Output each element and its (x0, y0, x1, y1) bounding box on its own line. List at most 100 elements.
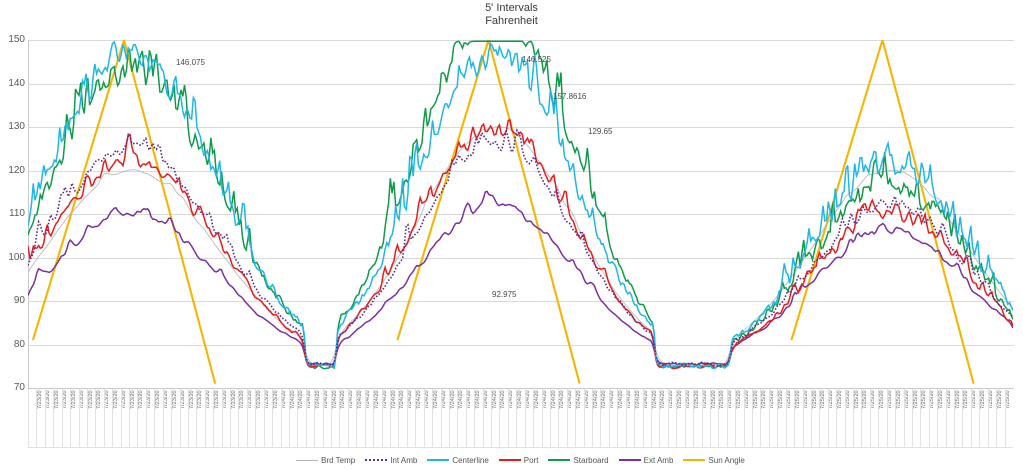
x-axis-column: 8:457/24/20 (406, 389, 422, 447)
x-axis-column: 4:547/25/20 (735, 389, 750, 447)
x-axis-column: 17:327/24/20 (549, 389, 565, 447)
x-axis-column: 13:387/23/20 (95, 389, 110, 447)
x-axis-column: 3:217/25/20 (709, 389, 725, 447)
x-axis-column: 17:157/23/20 (154, 389, 169, 447)
series-layer (28, 40, 1013, 384)
x-axis-column: 7:127/24/20 (381, 389, 397, 447)
x-axis-column: 17:187/25/20 (937, 389, 952, 447)
x-axis-column: 5:397/24/20 (356, 389, 371, 447)
x-axis-column: 18:177/23/20 (171, 389, 186, 447)
x-axis-column: 13:247/24/20 (482, 389, 498, 447)
chart-legend: Brd Temp Int Amb Centerline Port Starboard Ex… (28, 452, 1013, 468)
legend-item[interactable]: Brd Temp (296, 456, 355, 465)
x-axis-column: 20:247/25/20 (987, 389, 1003, 447)
x-axis-column: 11:377/25/20 (844, 389, 860, 447)
x-axis-column: 10:327/23/20 (44, 389, 60, 447)
x-axis-column: 16:447/23/20 (145, 389, 161, 447)
x-axis-column: 10:187/24/20 (432, 389, 447, 447)
x-axis-column: 22:117/24/20 (625, 389, 641, 447)
legend-item[interactable]: Port (498, 455, 539, 465)
x-axis-column: 2:507/25/20 (701, 389, 717, 447)
x-axis-column: 15:597/24/20 (524, 389, 540, 447)
x-axis-column: 9:307/23/20 (28, 389, 43, 447)
x-axis-column: 4:237/25/20 (726, 389, 742, 447)
x-axis-column: 11:347/23/20 (61, 389, 77, 447)
legend-label: Sun Angle (708, 455, 745, 465)
y-axis-tick: 70 (13, 382, 25, 393)
legend-swatch (548, 459, 571, 461)
x-axis-column: 15:117/23/20 (120, 389, 136, 447)
x-axis-column: 22:567/23/20 (246, 389, 262, 447)
x-axis-column: 13:557/24/20 (491, 389, 506, 447)
x-axis-column: 12:397/25/20 (861, 389, 876, 447)
x-axis-column: 12:057/23/20 (70, 389, 85, 447)
series-line (28, 190, 1013, 366)
x-axis-column: 1:317/24/20 (288, 389, 304, 447)
x-axis-column: 8:147/24/20 (398, 389, 413, 447)
data-point-label: 157.8616 (553, 92, 587, 101)
legend-item[interactable]: Ext Amb (618, 455, 674, 465)
x-axis-column: 11:067/25/20 (836, 389, 851, 447)
x-axis-column: 9:167/24/20 (415, 389, 430, 447)
x-axis-column: 19:507/23/20 (196, 389, 211, 447)
x-axis-column: 5:567/25/20 (752, 389, 767, 447)
x-axis-column: 21:547/23/20 (230, 389, 245, 447)
x-axis-column: 21:407/24/20 (617, 389, 632, 447)
x-axis-column: 4:377/24/20 (339, 389, 354, 447)
x-axis-column: 17:467/23/20 (162, 389, 178, 447)
x-axis-column: 20:077/24/20 (592, 389, 607, 447)
x-axis-column: 11:207/24/20 (448, 389, 464, 447)
legend-separator (28, 447, 1013, 448)
x-axis-column: 12:087/25/20 (853, 389, 868, 447)
series-line (28, 40, 1013, 370)
chart-subtitle: Fahrenheit (485, 15, 538, 27)
x-axis-column: 20:557/25/20 (996, 389, 1011, 447)
x-axis-column: 3:527/25/20 (718, 389, 733, 447)
legend-item[interactable]: Sun Angle (683, 455, 745, 465)
x-axis-column: 3:047/24/20 (314, 389, 329, 447)
x-axis-column: 5:257/25/20 (743, 389, 759, 447)
x-axis-column: 18:517/25/20 (962, 389, 977, 447)
x-axis-column: 13:417/25/20 (878, 389, 893, 447)
legend-swatch (618, 459, 641, 461)
x-axis-column: 16:477/25/20 (928, 389, 944, 447)
gridline (29, 214, 1014, 215)
x-axis-column: 10:357/25/20 (827, 389, 843, 447)
x-axis-column: 11:517/24/20 (457, 389, 472, 447)
x-axis-column: 4:067/24/20 (331, 389, 346, 447)
x-axis-column: 12:537/24/20 (474, 389, 489, 447)
y-axis-tick: 80 (13, 338, 25, 350)
x-axis-column: 16:137/23/20 (137, 389, 152, 447)
legend-swatch (427, 459, 450, 461)
x-axis-column: 14:127/25/20 (886, 389, 902, 447)
x-axis-column: 11:037/23/20 (53, 389, 68, 447)
data-point-label: 129.65 (588, 127, 613, 136)
y-axis-tick: 150 (8, 34, 25, 45)
x-axis-column: 12:227/24/20 (465, 389, 481, 447)
x-axis-column: 17:497/25/20 (945, 389, 961, 447)
x-axis-column: 20:527/23/20 (213, 389, 228, 447)
x-axis-column: 19:367/24/20 (583, 389, 599, 447)
legend-item[interactable]: Starboard (548, 456, 609, 465)
y-axis-tick: 140 (8, 77, 25, 89)
x-axis-column: 19:197/23/20 (187, 389, 203, 447)
x-axis-column: 18:487/23/20 (179, 389, 195, 447)
x-axis-column: 14:407/23/20 (112, 389, 127, 447)
legend-swatch (683, 459, 706, 461)
x-axis-column: 6:277/25/20 (760, 389, 775, 447)
x-axis-column: 13:107/25/20 (869, 389, 885, 447)
legend-item[interactable]: Int Amb (365, 456, 417, 465)
x-axis-column: 15:427/23/20 (129, 389, 144, 447)
x-axis-column: 6:417/24/20 (373, 389, 388, 447)
gridline (29, 40, 1014, 41)
x-axis-column: 0:297/24/20 (272, 389, 287, 447)
legend-label: Port (523, 455, 539, 465)
legend-label: Ext Amb (643, 455, 674, 465)
series-line (28, 118, 1013, 370)
x-axis-baseline (28, 388, 1013, 389)
gridline (29, 83, 1014, 85)
x-axis-column: 18:037/24/20 (558, 389, 573, 447)
x-axis-column: 1:177/25/20 (676, 389, 691, 447)
gridline (29, 127, 1014, 128)
legend-item[interactable]: Centerline (427, 456, 489, 465)
